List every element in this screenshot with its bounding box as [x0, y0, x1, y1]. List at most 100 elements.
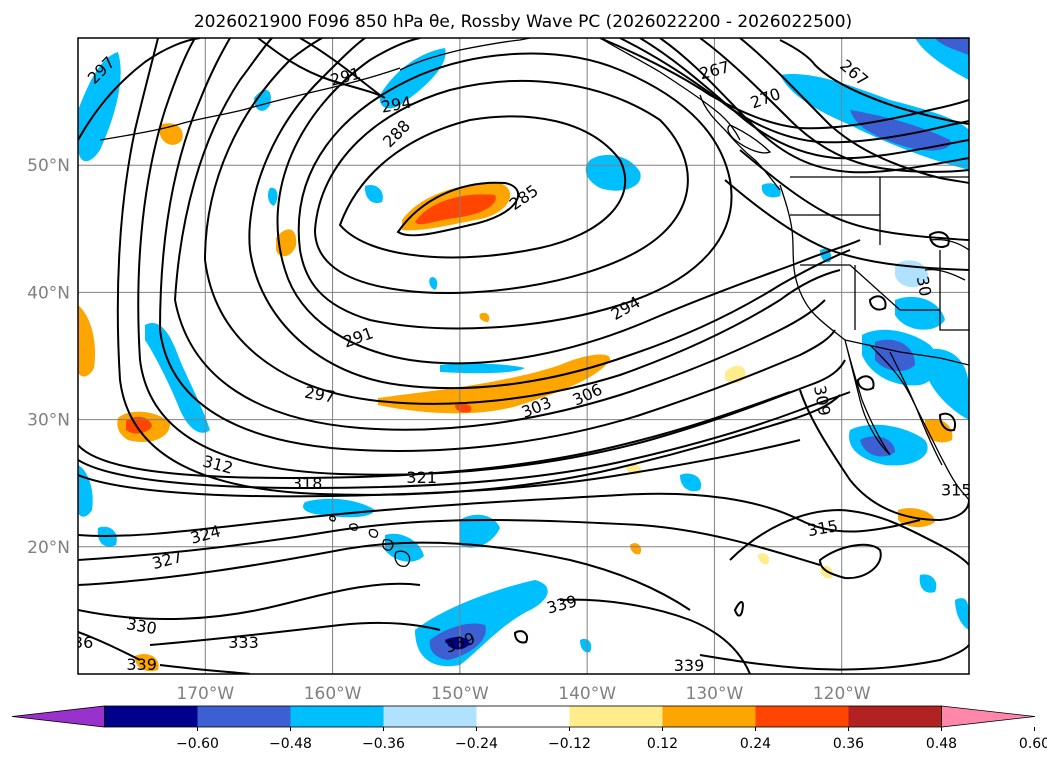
lat-tick-label: 40°N	[27, 283, 70, 303]
negative-anomaly-patch	[935, 38, 969, 55]
contour-label-group: 30	[913, 274, 935, 297]
lon-tick-label: 160°W	[304, 684, 362, 704]
colorbar-tick-label: 0.48	[926, 736, 957, 752]
colorbar-outline	[104, 705, 942, 728]
contour-line	[559, 598, 751, 674]
us-west-coast	[779, 184, 846, 341]
contour-label-group: 336	[63, 633, 94, 652]
contour-line	[299, 38, 381, 96]
coastlines	[99, 38, 969, 567]
colorbar-extend-max	[941, 705, 1036, 728]
latitude-tick-labels: 50°N 40°N 30°N 20°N	[27, 156, 70, 558]
lon-tick-label: 130°W	[686, 684, 744, 704]
contour-line	[639, 38, 969, 160]
aleutian-islands	[99, 67, 401, 141]
positive-anomaly-patch	[276, 229, 297, 257]
contour-label: 321	[406, 468, 437, 487]
colorbar-segment	[662, 706, 756, 727]
contour-line	[78, 492, 921, 537]
contour-line	[119, 379, 841, 496]
negative-anomaly-patch	[440, 363, 525, 374]
contour-line	[699, 38, 969, 173]
negative-anomaly-patch	[955, 598, 969, 630]
vancouver-island	[727, 124, 772, 154]
colorbar-segment	[476, 706, 570, 727]
hawaiian-island	[368, 528, 379, 538]
colorbar-tick-label: −0.60	[176, 736, 219, 752]
colorbar-tick-label: 0.12	[647, 736, 678, 752]
negative-anomaly-patch	[460, 514, 500, 548]
contour-line	[739, 38, 969, 184]
colorbar-tick-label: 0.36	[833, 736, 864, 752]
contour-line	[297, 52, 733, 330]
contour-line	[729, 508, 969, 566]
colorbar-segment	[383, 706, 477, 727]
contour-line	[739, 149, 969, 241]
rocky-terrain	[924, 269, 966, 281]
longitude-tick-labels: 170°W 160°W 150°W 140°W 130°W 120°W	[176, 684, 870, 704]
colorbar-tick-label: −0.24	[455, 736, 498, 752]
contour-line	[137, 38, 196, 361]
contour-line	[779, 39, 969, 125]
contour-line	[78, 541, 691, 611]
contour-line	[174, 299, 826, 431]
colorbar-segment	[569, 706, 663, 727]
negative-anomaly-patch	[875, 339, 915, 372]
lon-tick-label: 150°W	[431, 684, 489, 704]
colorbar-tick-label: −0.36	[362, 736, 405, 752]
contour-line	[284, 239, 861, 365]
contour-line	[78, 391, 851, 490]
contour-line	[159, 329, 836, 452]
lon-tick-label: 140°W	[558, 684, 616, 704]
contour-line	[116, 38, 159, 381]
contour-line	[149, 621, 441, 646]
lon-tick-label: 170°W	[176, 684, 234, 704]
rocky-terrain	[929, 239, 969, 251]
contour-label: 333	[228, 633, 259, 652]
lat-tick-label: 30°N	[27, 411, 70, 431]
contour-line	[619, 38, 969, 144]
contour-line	[257, 38, 386, 99]
colorbar-segment	[290, 706, 384, 727]
contour-line	[928, 231, 950, 248]
colorbar-extend-min	[11, 705, 105, 728]
contour-label: 336	[63, 633, 94, 652]
contour-label-group: 321	[406, 468, 437, 487]
contour-label-group: 318	[292, 474, 323, 493]
contour-line	[249, 249, 851, 390]
contour-line	[78, 519, 821, 566]
contour-line	[338, 115, 627, 259]
colorbar: −0.60 −0.48 −0.36 −0.24 −0.12 0.12 0.24 0.36 0.4…	[11, 705, 1047, 752]
positive-anomaly-patch	[630, 543, 642, 555]
positive-anomaly-patch	[415, 194, 496, 225]
positive-anomaly-patch	[378, 354, 611, 414]
negative-anomaly-patch	[364, 184, 383, 204]
lon-tick-label: 120°W	[813, 684, 871, 704]
contour-label: 315	[941, 481, 972, 500]
baja-california	[844, 339, 891, 456]
colorbar-segment	[197, 706, 291, 727]
colorbar-segment	[848, 706, 942, 727]
hawaiian-island	[349, 523, 359, 531]
map-frame	[77, 37, 970, 675]
contour-line	[818, 543, 882, 580]
contour-line	[313, 79, 689, 295]
contour-line	[204, 38, 323, 261]
positive-anomaly-patch	[479, 312, 490, 322]
negative-anomaly-patch	[925, 348, 969, 420]
contour-line	[204, 259, 841, 405]
positive-anomaly-patch	[160, 123, 183, 145]
negative-anomaly-patch	[267, 187, 278, 206]
negative-anomaly-patch	[429, 277, 438, 290]
contour-label: 339	[126, 655, 157, 674]
contour-line	[78, 582, 421, 621]
colorbar-tick-label: −0.48	[269, 736, 312, 752]
positive-anomaly-patch	[134, 653, 159, 672]
contour-line	[396, 181, 520, 237]
bc-coast	[699, 94, 781, 191]
contour-line	[248, 38, 366, 251]
alaska-coast	[399, 38, 531, 71]
negative-anomaly-patch	[761, 183, 781, 198]
